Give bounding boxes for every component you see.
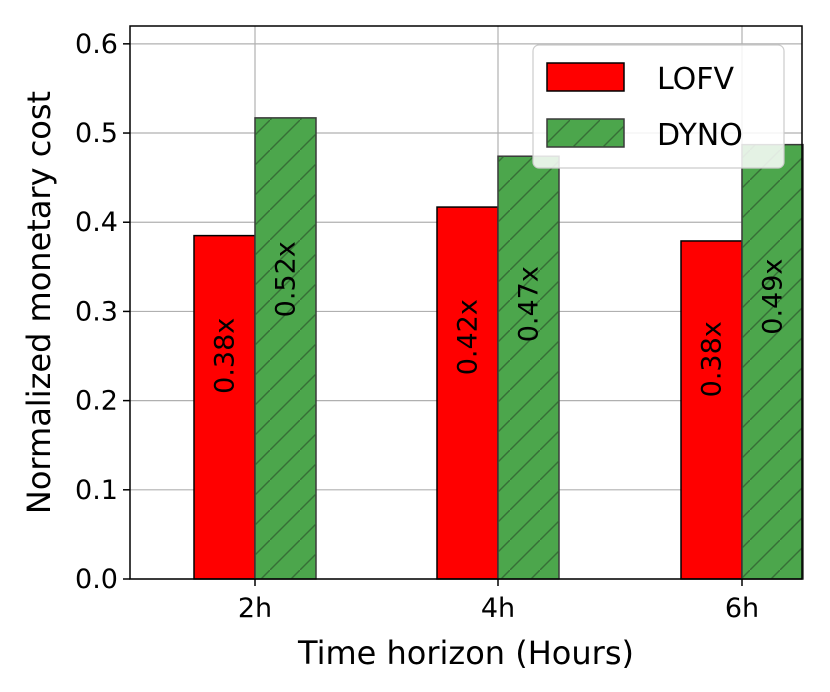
y-tick-label: 0.3 [75, 296, 118, 327]
x-axis: 2h 4h 6h [238, 579, 759, 624]
x-tick-label: 6h [725, 593, 759, 624]
legend-swatch [546, 62, 625, 92]
legend-label: LOFV [657, 62, 735, 97]
y-tick-label: 0.6 [75, 29, 118, 60]
bar-value-label: 0.49x [758, 259, 789, 335]
x-axis-label: Time horizon (Hours) [297, 634, 634, 672]
y-axis: 0.0 0.1 0.2 0.3 0.4 0.5 0.6 [75, 29, 130, 595]
y-tick-label: 0.5 [75, 118, 118, 149]
plot-frame [129, 25, 803, 580]
y-tick-label: 0.0 [75, 564, 118, 595]
x-tick-label: 2h [238, 593, 272, 624]
x-tick-label: 4h [481, 593, 515, 624]
legend: LOFV DYNO [532, 44, 785, 169]
y-tick-label: 0.2 [75, 386, 118, 417]
legend-swatch-hatch [547, 119, 624, 147]
bar-lofv [193, 234, 256, 580]
bar-hatch [498, 156, 559, 579]
bar-lofv [680, 240, 743, 580]
bar-value-label: 0.42x [453, 299, 484, 375]
y-tick-label: 0.1 [75, 475, 118, 506]
bar-value-label: 0.38x [697, 321, 728, 397]
y-tick-label: 0.4 [75, 207, 118, 238]
y-axis-label: Normalized monetary cost [20, 91, 58, 514]
legend-label: DYNO [657, 118, 743, 153]
bar-value-label: 0.52x [271, 241, 302, 317]
bar-value-label: 0.47x [514, 266, 545, 342]
bar-value-labels: 0.38x 0.42x 0.38x 0.52x 0.47x 0.49x [210, 241, 789, 397]
bar-value-label: 0.38x [210, 318, 241, 394]
bar-lofv [436, 206, 499, 580]
bar-hatch [255, 117, 316, 579]
bar-hatch [742, 144, 803, 579]
